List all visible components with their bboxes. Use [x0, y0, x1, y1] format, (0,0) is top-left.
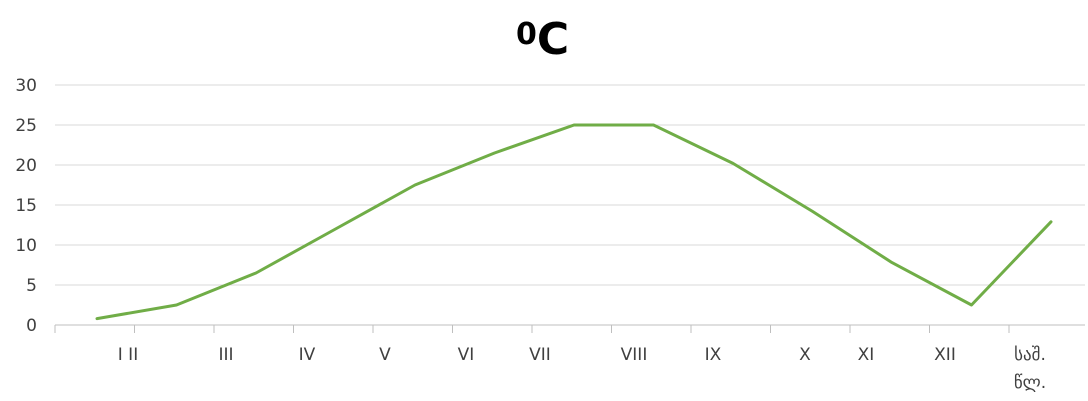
x-tick-label: საშ. — [1014, 345, 1046, 365]
series-layer — [95, 123, 1053, 321]
x-axis-tick-labels: I II III IV V VI VII VIII IX X XI XII საშ. წლ. — [118, 345, 1046, 393]
y-tick-label: 15 — [15, 196, 37, 216]
x-tick-label: IV — [299, 345, 316, 365]
x-tick-label: XII — [934, 345, 956, 365]
y-tick-label: 25 — [15, 116, 37, 136]
x-tick-label: VII — [529, 345, 551, 365]
gridlines — [55, 84, 1085, 286]
x-tick-label: I II — [118, 345, 138, 365]
y-tick-label: 0 — [26, 316, 37, 336]
y-axis-tick-labels: 0 5 10 15 20 25 30 — [15, 76, 37, 336]
chart-title-superscript: 0 — [516, 17, 537, 52]
chart-title: 0C — [516, 14, 569, 65]
x-tick-label: VIII — [621, 345, 648, 365]
y-tick-label: 30 — [15, 76, 37, 96]
series-line-0 — [95, 123, 1053, 321]
y-tick-label: 5 — [26, 276, 37, 296]
x-tick-label: III — [218, 345, 233, 365]
x-tick-label: V — [379, 345, 391, 365]
x-tick-label: X — [799, 345, 811, 365]
x-axis — [54, 324, 1085, 333]
x-tick-label: VI — [458, 345, 475, 365]
chart-title-main: C — [537, 14, 569, 65]
y-tick-label: 10 — [15, 236, 37, 256]
x-tick-label: წლ. — [1014, 373, 1046, 393]
y-tick-label: 20 — [15, 156, 37, 176]
x-tick-label: IX — [705, 345, 722, 365]
x-tick-label: XI — [858, 345, 875, 365]
